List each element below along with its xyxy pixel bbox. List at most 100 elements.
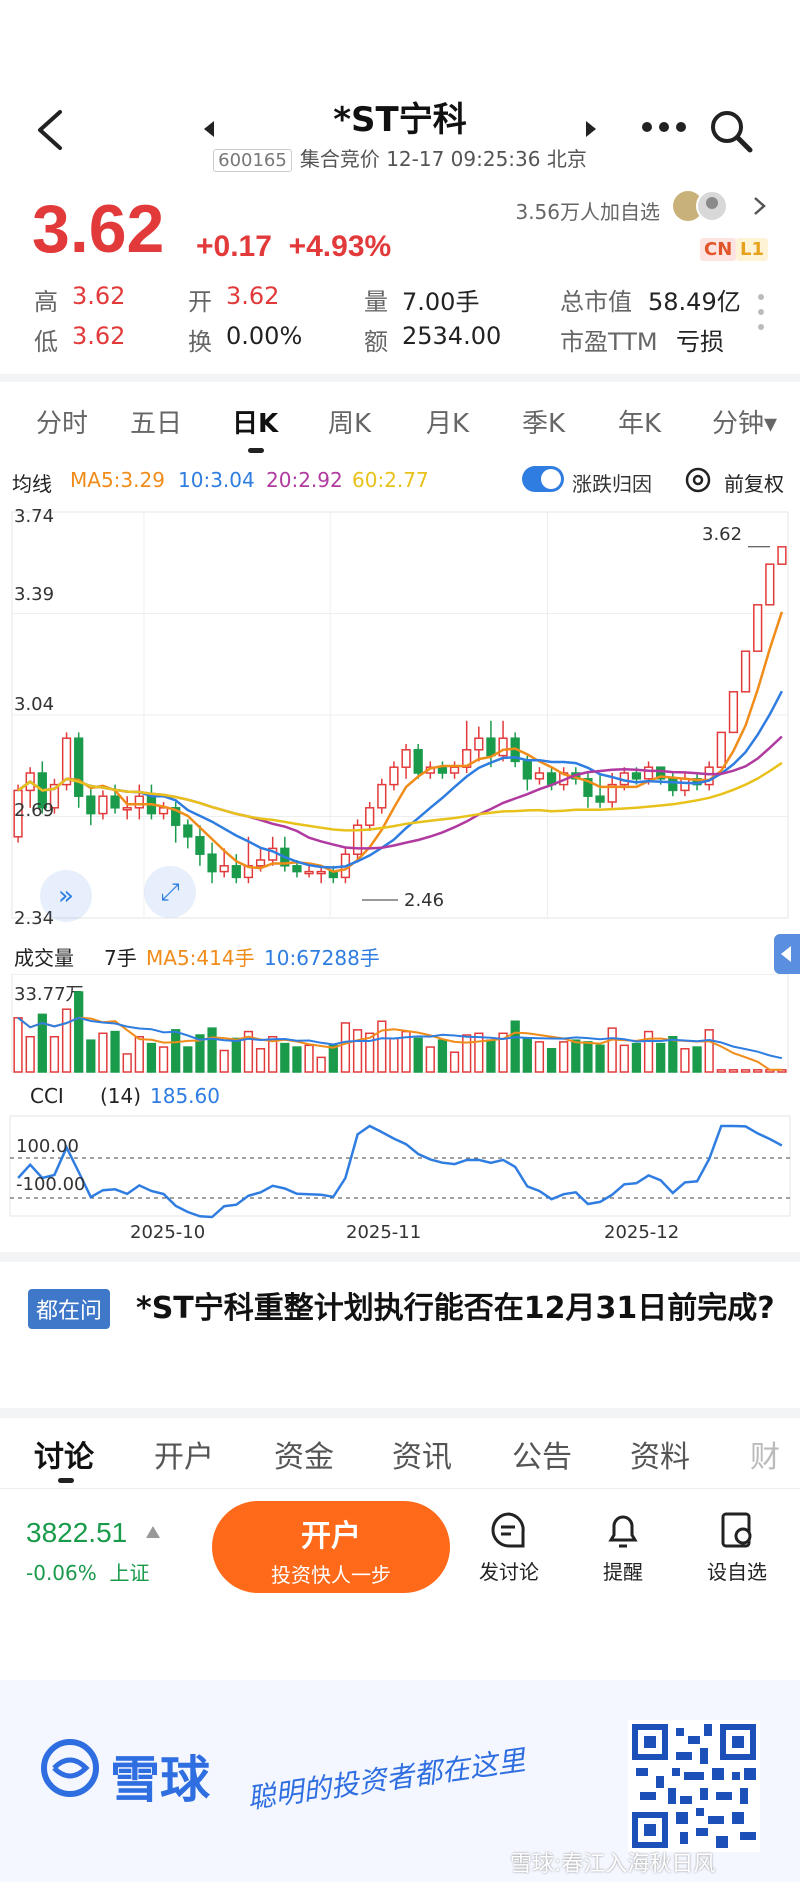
attribution-toggle[interactable] [522,466,564,492]
volume-bar [498,1032,508,1073]
prev-stock-icon[interactable] [204,121,214,137]
index-value[interactable]: 3822.51 [26,1517,128,1548]
tab-5day[interactable]: 五日 [130,409,183,439]
ma5-legend: MA5:3.29 [70,468,165,492]
volume-bar [231,1037,241,1073]
low-price-label: 2.46 [404,890,445,911]
cci-chart[interactable] [0,1112,800,1222]
volume-bar [316,1056,326,1073]
candle-body [522,760,532,780]
candle-body [86,795,96,815]
candle-body [207,853,217,873]
x-tick-label: 2025-11 [346,1222,422,1243]
next-stock-icon[interactable] [586,121,596,137]
volume-chart[interactable] [0,974,800,1074]
tab-news[interactable]: 资讯 [392,1440,452,1475]
volume-bar [171,1029,181,1073]
tab-quarterly-k[interactable]: 季K [522,409,566,439]
back-arrow-icon[interactable] [30,108,74,152]
volume-bar [777,1069,787,1073]
volume-bar [280,1042,290,1073]
candle-body [474,737,484,751]
tab-announcements[interactable]: 公告 [512,1440,572,1475]
tab-discussion[interactable]: 讨论 [34,1440,94,1475]
alert-button[interactable]: 提醒 [578,1510,668,1585]
stock-title: *ST宁科 [333,100,467,140]
more-icon[interactable] [640,120,688,134]
volume-bar [389,1037,399,1073]
question-text[interactable]: *ST宁科重整计划执行能否在12月31日前完成? [136,1291,775,1326]
stat-label: 市盈TTM [560,328,658,356]
volume-bar [680,1048,690,1073]
candle-body [122,807,132,811]
volume-ma5-line [17,1016,782,1071]
collapse-side-tab[interactable] [774,934,800,974]
volume-bar [425,1046,435,1073]
candle-body [304,870,314,875]
volume-bar [183,1046,193,1073]
cci-upper-label: 100.00 [16,1136,79,1157]
stat-value: 2534.00 [402,322,502,350]
expand-chart-icon[interactable]: ⤢ [144,866,196,918]
tab-daily-k[interactable]: 日K [232,409,279,439]
tab-monthly-k[interactable]: 月K [426,409,470,439]
tab-finance[interactable]: 财 [750,1440,780,1475]
bell-icon [608,1515,638,1548]
tab-weekly-k[interactable]: 周K [328,409,372,439]
volume-bar [437,1039,448,1073]
adjust-label[interactable]: 前复权 [724,472,784,496]
brand-name: 雪球 [110,1751,210,1809]
candle-body [352,824,363,855]
candle-body [231,865,241,879]
tab-minute[interactable]: 分钟▾ [712,409,778,439]
add-watchlist-label: 设自选 [707,1560,767,1584]
volume-bar [631,1042,642,1073]
candle-body [449,766,460,774]
volume-max-label: 33.77万 [14,984,84,1005]
add-watchlist-button[interactable]: 设自选 [692,1510,782,1585]
tab-fenshi[interactable]: 分时 [36,409,89,439]
stock-code: 600165 [213,149,292,172]
followers-count[interactable]: 3.56万人加自选 [515,200,660,224]
post-discussion-button[interactable]: 发讨论 [464,1510,554,1585]
volume-bar [328,1044,338,1073]
expand-dots-icon[interactable] [756,292,766,332]
volume-bar [474,1032,484,1073]
badge-cn: CN [700,238,737,261]
candle-body [98,795,108,815]
volume-bar [219,1049,229,1073]
follower-avatars [673,190,728,222]
stat-label: 额 [364,328,388,356]
ma10-legend: 10:3.04 [178,468,255,492]
y-tick-label: 2.69 [14,800,55,821]
candle-body [110,795,120,809]
fast-forward-icon[interactable]: » [40,870,92,922]
volume-bar [510,1020,520,1073]
open-account-button[interactable]: 开户 投资快人一步 [212,1501,450,1593]
volume-bar [462,1034,472,1073]
search-icon[interactable] [708,108,754,154]
tab-profile[interactable]: 资料 [630,1440,690,1475]
tab-yearly-k[interactable]: 年K [618,409,662,439]
candle-body [377,783,387,809]
volume-bar [365,1032,375,1073]
volume-bar [704,1029,714,1073]
gear-icon[interactable] [684,466,712,494]
ma-line [17,761,783,832]
tab-capital[interactable]: 资金 [274,1440,334,1475]
candle-body [716,731,726,768]
volume-title: 成交量 [14,946,74,970]
candle-body [765,563,775,606]
candle-body [680,778,690,792]
volume-frame [11,974,789,1073]
volume-bar [534,1041,545,1073]
candle-body [740,650,751,693]
candle-body [389,766,399,786]
chevron-right-icon[interactable] [750,196,770,216]
cci-lower-label: -100.00 [16,1174,86,1195]
stat-value: 亏损 [676,328,724,356]
tab-open-account[interactable]: 开户 [154,1440,214,1475]
qr-code [628,1720,760,1852]
candle-body [134,795,144,809]
candlestick-chart[interactable] [0,500,800,940]
